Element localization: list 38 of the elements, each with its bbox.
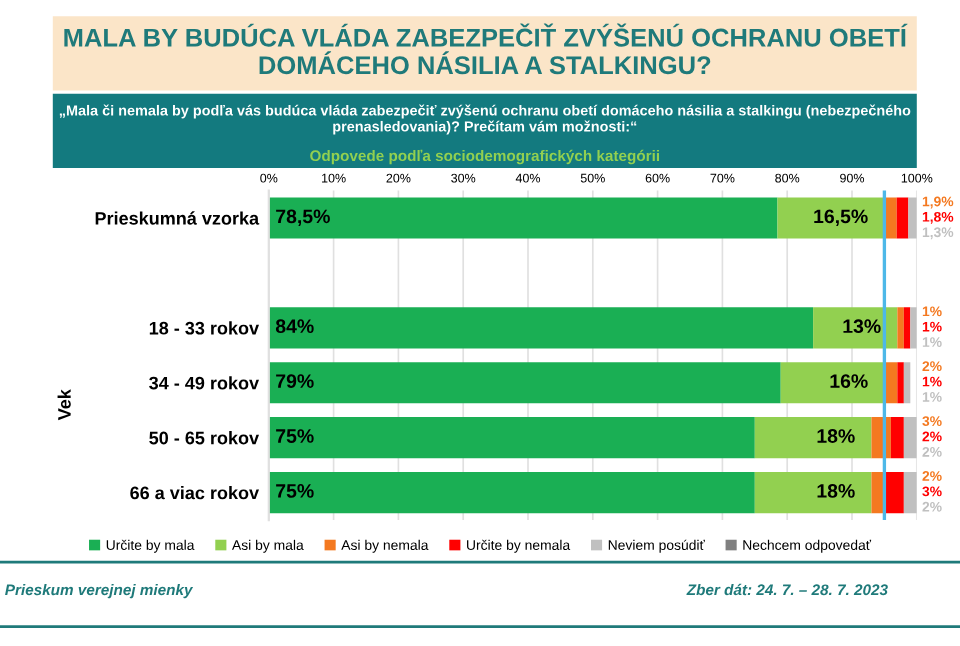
- data-label: 84%: [275, 319, 314, 334]
- bar: [903, 417, 917, 459]
- data-label: 78,5%: [276, 209, 330, 227]
- bar: [908, 197, 917, 239]
- data-label: 13%: [843, 319, 881, 334]
- y-tick-label: 18 - 33 rokov: [149, 321, 260, 335]
- bar: [897, 362, 904, 404]
- y-tick-label: 34 - 49 rokov: [149, 376, 260, 390]
- bar: [903, 362, 911, 404]
- bar: [754, 471, 872, 514]
- bar: [780, 362, 885, 404]
- bar: [897, 307, 904, 349]
- y-tick-label: 50 - 65 rokov: [149, 431, 260, 445]
- y-tick-label: 66 a viac rokov: [130, 486, 260, 500]
- y-tick-label: Prieskumná vzorka: [95, 211, 260, 225]
- bar: [903, 471, 917, 514]
- data-label: 16%: [830, 374, 868, 388]
- data-label: 18%: [817, 484, 855, 498]
- data-label: 79%: [276, 374, 314, 388]
- data-label: 75%: [276, 429, 314, 443]
- chart-title: MALA BY BUDÚCA VLÁDA ZABEZPEČIŤ ZVÝŠENÚ OCHRANU OBETÍ DOMÁCEHO NÁSILIA A STALKINGU?: [64, 23, 908, 75]
- bar: [910, 307, 917, 349]
- bar: [871, 471, 885, 514]
- bar: [903, 307, 911, 349]
- bar: [268, 471, 755, 514]
- bar: [268, 197, 778, 239]
- data-label: 16,5%: [814, 209, 868, 227]
- data-label: 75%: [276, 484, 314, 498]
- bar: [896, 197, 909, 239]
- bar: [268, 362, 781, 404]
- bar: [890, 417, 904, 459]
- bar: [268, 307, 814, 349]
- bar: [268, 417, 755, 459]
- bar: [777, 197, 885, 239]
- bar: [754, 417, 872, 459]
- y-axis-title: Vek: [57, 389, 71, 421]
- data-label: 18%: [817, 429, 855, 443]
- bar: [813, 307, 898, 349]
